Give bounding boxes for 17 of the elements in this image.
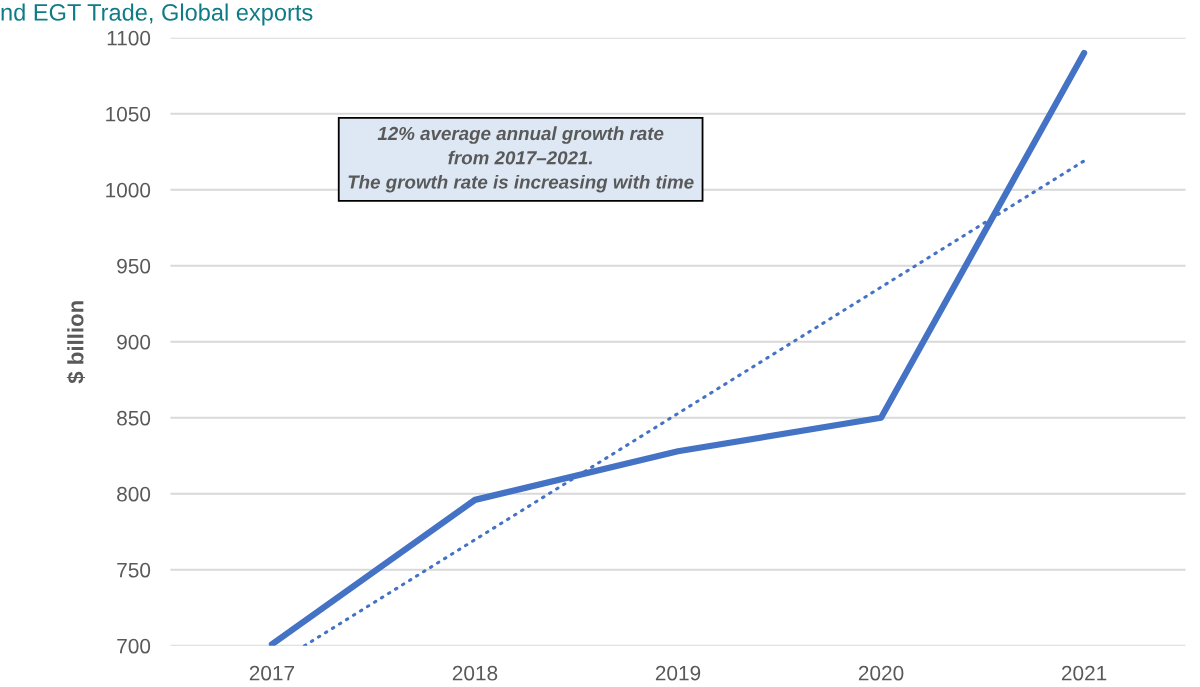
y-tick-label: 850	[117, 410, 151, 426]
y-tick-label: 950	[117, 258, 151, 274]
y-tick-label: 800	[117, 486, 151, 502]
chart-title: nd EGT Trade, Global exports	[1, 3, 313, 26]
y-tick-label: 1000	[106, 182, 151, 198]
y-axis-title: $ billion	[66, 301, 85, 384]
x-tick-label: 2020	[858, 665, 904, 681]
x-tick-label: 2019	[655, 665, 701, 681]
x-tick-label: 2017	[249, 665, 295, 681]
x-tick-label: 2018	[452, 665, 498, 681]
y-tick-label: 700	[117, 638, 151, 654]
x-tick-label: 2021	[1061, 665, 1107, 681]
y-tick-label: 1100	[107, 30, 151, 46]
y-tick-label: 1050	[106, 106, 151, 122]
annotation: 12% average annual growth rate from 2017–2021. The growth rate is increasing with time	[348, 126, 694, 193]
y-tick-label: 750	[117, 562, 151, 578]
y-tick-label: 900	[117, 334, 151, 350]
